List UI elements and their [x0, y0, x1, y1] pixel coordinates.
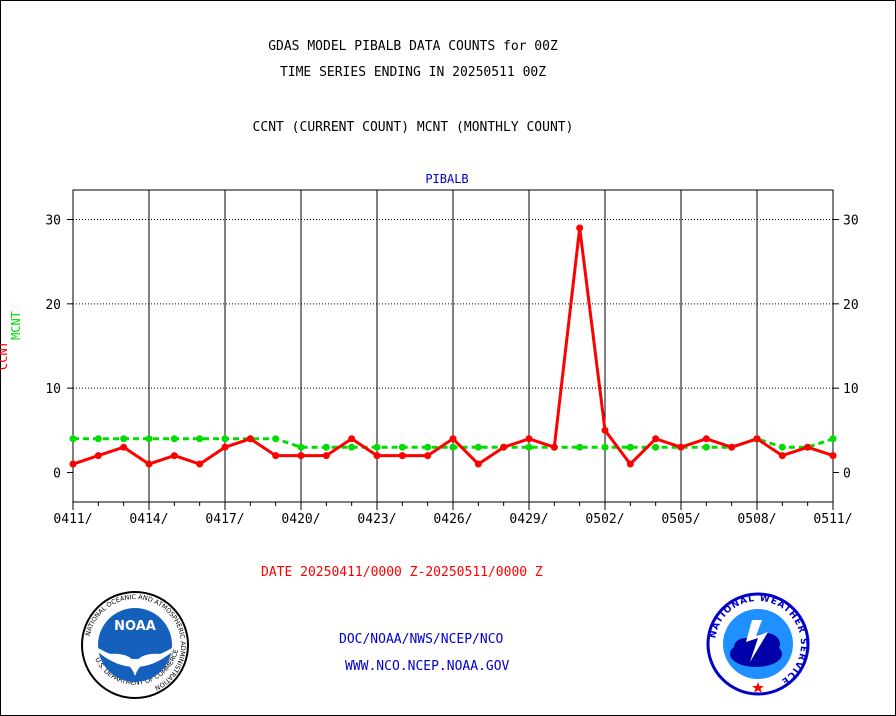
data-point-mcnt: [576, 443, 584, 451]
data-point-mcnt: [297, 443, 305, 451]
data-point-ccnt: [804, 443, 812, 451]
data-point-mcnt: [829, 435, 837, 443]
data-point-ccnt: [652, 435, 660, 443]
data-point-ccnt: [145, 460, 153, 468]
data-point-mcnt: [525, 443, 533, 451]
data-point-ccnt: [120, 443, 128, 451]
y-tick-label: 30: [45, 214, 61, 229]
data-point-ccnt: [449, 435, 457, 443]
data-point-ccnt: [94, 452, 102, 460]
data-point-ccnt: [525, 435, 533, 443]
data-point-mcnt: [170, 435, 178, 443]
noaa-logo: NATIONAL OCEANIC AND ATMOSPHERIC ADMINIS…: [81, 591, 189, 699]
data-point-ccnt: [753, 435, 761, 443]
y-tick-label: 10: [843, 382, 859, 397]
data-point-ccnt: [626, 460, 634, 468]
data-point-ccnt: [398, 452, 406, 460]
x-tick-label: 0414/: [129, 512, 168, 527]
data-point-mcnt: [424, 443, 432, 451]
date-range-label: DATE 20250411/0000 Z-20250511/0000 Z: [261, 565, 543, 580]
x-tick-label: 0502/: [585, 512, 624, 527]
data-point-ccnt: [221, 443, 229, 451]
data-point-ccnt: [272, 452, 280, 460]
website-link[interactable]: WWW.NCO.NCEP.NOAA.GOV: [345, 659, 510, 674]
y-tick-label: 0: [53, 466, 61, 481]
data-point-ccnt: [550, 443, 558, 451]
y-tick-label: 20: [843, 298, 859, 313]
data-point-ccnt: [474, 460, 482, 468]
data-point-mcnt: [778, 443, 786, 451]
data-point-ccnt: [297, 452, 305, 460]
plot-title: PIBALB: [425, 172, 469, 186]
x-tick-label: 0505/: [661, 512, 700, 527]
x-tick-label: 0429/: [509, 512, 548, 527]
data-point-ccnt: [348, 435, 356, 443]
data-point-mcnt: [702, 443, 710, 451]
data-point-mcnt: [601, 443, 609, 451]
y-tick-label: 20: [45, 298, 61, 313]
data-point-mcnt: [272, 435, 280, 443]
x-tick-label: 0423/: [357, 512, 396, 527]
data-point-ccnt: [576, 224, 584, 232]
series-layer: [69, 224, 837, 468]
data-point-ccnt: [246, 435, 254, 443]
x-tick-label: 0426/: [433, 512, 472, 527]
data-point-mcnt: [373, 443, 381, 451]
x-tick-label: 0411/: [53, 512, 92, 527]
data-point-ccnt: [500, 443, 508, 451]
data-point-mcnt: [69, 435, 77, 443]
data-point-mcnt: [120, 435, 128, 443]
data-point-mcnt: [348, 443, 356, 451]
data-point-ccnt: [69, 460, 77, 468]
data-point-mcnt: [449, 443, 457, 451]
data-point-ccnt: [322, 452, 330, 460]
data-point-mcnt: [322, 443, 330, 451]
data-point-ccnt: [778, 452, 786, 460]
grid-layer: [73, 190, 833, 502]
data-point-mcnt: [474, 443, 482, 451]
data-point-ccnt: [373, 452, 381, 460]
tick-layer: 0 0 10 10 20 20 30 30 0411/0414/0417/0420/0423/0…: [45, 214, 858, 527]
org-path-text: DOC/NOAA/NWS/NCEP/NCO: [339, 632, 504, 647]
data-point-ccnt: [424, 452, 432, 460]
x-tick-label: 0511/: [813, 512, 852, 527]
data-point-mcnt: [145, 435, 153, 443]
data-point-mcnt: [398, 443, 406, 451]
chart-subtitle: CCNT (CURRENT COUNT) MCNT (MONTHLY COUNT…: [252, 120, 574, 135]
data-point-mcnt: [196, 435, 204, 443]
data-point-ccnt: [829, 452, 837, 460]
data-point-mcnt: [221, 435, 229, 443]
x-tick-label: 0417/: [205, 512, 244, 527]
data-point-ccnt: [170, 452, 178, 460]
x-tick-label: 0508/: [737, 512, 776, 527]
data-point-mcnt: [652, 443, 660, 451]
data-point-ccnt: [601, 426, 609, 434]
nws-logo: NATIONAL WEATHER SERVICE: [706, 592, 810, 696]
x-tick-label: 0420/: [281, 512, 320, 527]
data-point-mcnt: [626, 443, 634, 451]
data-point-ccnt: [677, 443, 685, 451]
data-point-ccnt: [702, 435, 710, 443]
y-tick-label: 30: [843, 214, 859, 229]
data-point-ccnt: [196, 460, 204, 468]
y-tick-label: 0: [843, 466, 851, 481]
data-point-ccnt: [728, 443, 736, 451]
noaa-logo-text: NOAA: [114, 619, 156, 634]
y-tick-label: 10: [45, 382, 61, 397]
data-point-mcnt: [94, 435, 102, 443]
chart-title-line1: GDAS MODEL PIBALB DATA COUNTS for 00Z: [268, 39, 558, 54]
chart-title-line2: TIME SERIES ENDING IN 20250511 00Z: [279, 65, 547, 80]
